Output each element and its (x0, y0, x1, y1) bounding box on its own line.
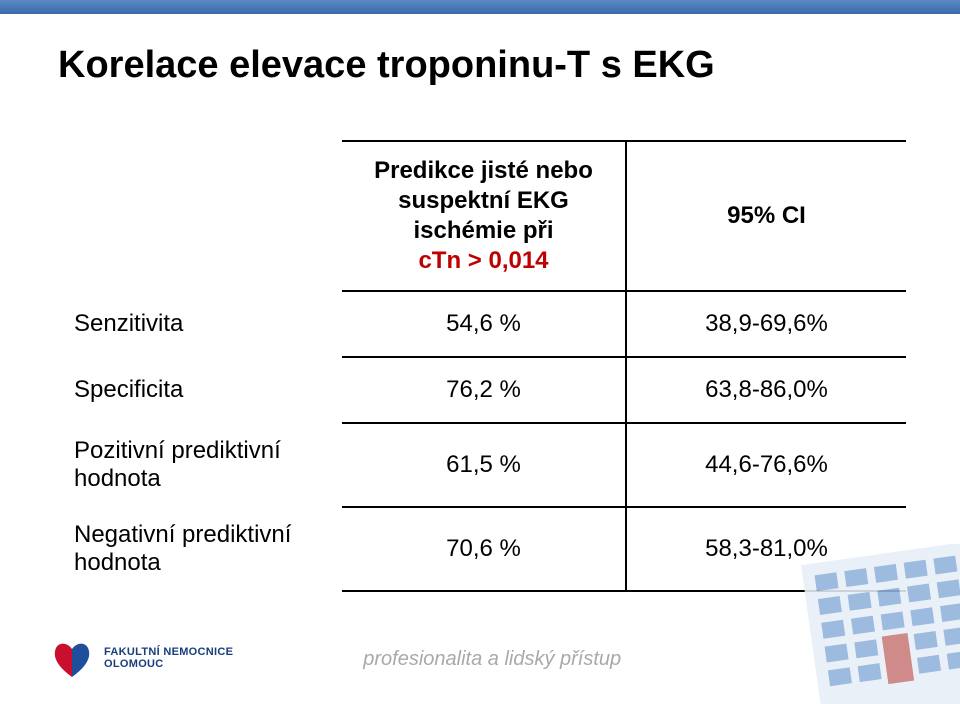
row-value: 54,6 % (342, 291, 626, 357)
header-empty (58, 141, 342, 291)
row-value: 70,6 % (342, 507, 626, 591)
row-value: 76,2 % (342, 357, 626, 423)
row-ci: 38,9-69,6% (626, 291, 906, 357)
data-table-container: Predikce jisté nebo suspektní EKG ischém… (58, 140, 906, 592)
row-label: Senzitivita (58, 291, 342, 357)
header-pred-ctn: cTn > 0,014 (418, 247, 548, 274)
footer-slogan: profesionalita a lidský přístup (363, 648, 621, 671)
page-title: Korelace elevace troponinu-T s EKG (58, 44, 715, 87)
correlation-table: Predikce jisté nebo suspektní EKG ischém… (58, 140, 906, 592)
header-prediction: Predikce jisté nebo suspektní EKG ischém… (342, 141, 626, 291)
logo-text: FAKULTNÍ NEMOCNICE OLOMOUC (104, 647, 233, 670)
row-label: Negativní prediktivní hodnota (58, 507, 342, 591)
row-label: Specificita (58, 357, 342, 423)
table-row: Specificita 76,2 % 63,8-86,0% (58, 357, 906, 423)
header-pred-line2: suspektní EKG ischémie při (398, 187, 569, 244)
header-ci: 95% CI (626, 141, 906, 291)
row-ci: 44,6-76,6% (626, 423, 906, 507)
table-row: Pozitivní prediktivní hodnota 61,5 % 44,… (58, 423, 906, 507)
top-accent-bar (0, 0, 960, 14)
table-row: Senzitivita 54,6 % 38,9-69,6% (58, 291, 906, 357)
row-label: Pozitivní prediktivní hodnota (58, 423, 342, 507)
hospital-logo: FAKULTNÍ NEMOCNICE OLOMOUC (50, 637, 233, 681)
header-pred-line1: Predikce jisté nebo (374, 157, 593, 184)
heart-icon (50, 637, 94, 681)
row-ci: 63,8-86,0% (626, 357, 906, 423)
logo-line2: OLOMOUC (104, 659, 233, 671)
building-illustration (750, 544, 960, 704)
row-value: 61,5 % (342, 423, 626, 507)
table-header-row: Predikce jisté nebo suspektní EKG ischém… (58, 141, 906, 291)
